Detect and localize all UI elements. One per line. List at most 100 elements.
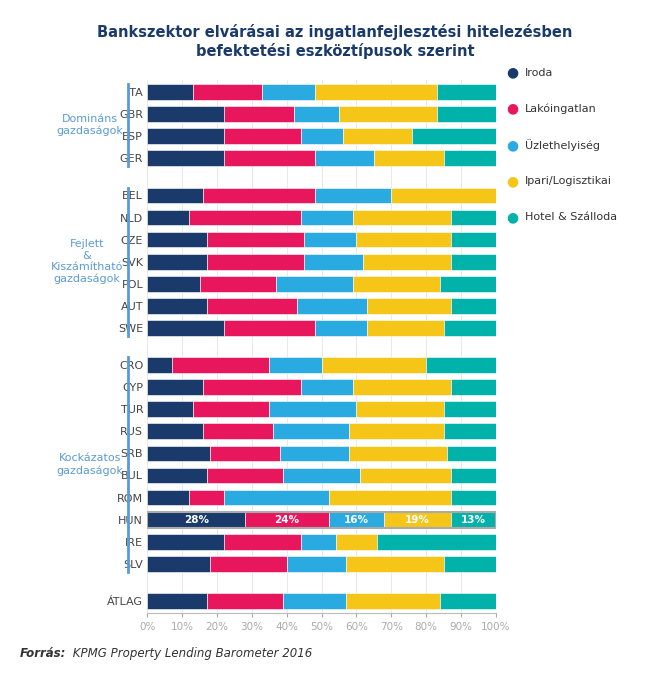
- Text: ●: ●: [506, 138, 518, 152]
- Bar: [147, 188, 203, 204]
- Bar: [147, 446, 210, 462]
- Bar: [203, 188, 315, 204]
- Text: KPMG Property Lending Barometer 2016: KPMG Property Lending Barometer 2016: [69, 647, 312, 660]
- Bar: [287, 556, 346, 572]
- Text: Lakóingatlan: Lakóingatlan: [525, 103, 596, 114]
- Bar: [147, 298, 206, 314]
- Bar: [353, 209, 450, 225]
- Bar: [315, 320, 367, 335]
- Bar: [206, 298, 297, 314]
- Bar: [391, 188, 496, 204]
- Bar: [189, 489, 224, 505]
- Bar: [263, 84, 315, 100]
- Bar: [206, 231, 304, 247]
- Bar: [293, 106, 339, 122]
- Bar: [444, 150, 496, 166]
- Bar: [206, 593, 283, 609]
- Text: ●: ●: [506, 102, 518, 116]
- Bar: [315, 188, 391, 204]
- Bar: [245, 511, 328, 527]
- Bar: [193, 84, 263, 100]
- Text: ●: ●: [506, 66, 518, 80]
- Bar: [450, 298, 496, 314]
- Text: Forrás:: Forrás:: [20, 647, 66, 660]
- Bar: [206, 468, 283, 484]
- Text: 16%: 16%: [344, 515, 369, 525]
- Bar: [450, 468, 496, 484]
- Bar: [350, 446, 447, 462]
- Bar: [147, 128, 224, 144]
- Bar: [440, 276, 496, 292]
- Bar: [147, 106, 224, 122]
- Bar: [283, 593, 346, 609]
- Bar: [367, 298, 450, 314]
- Text: Domináns
gazdaságok: Domináns gazdaságok: [56, 114, 123, 136]
- Bar: [444, 401, 496, 417]
- Text: 19%: 19%: [405, 515, 430, 525]
- Bar: [328, 511, 385, 527]
- Bar: [444, 556, 496, 572]
- Bar: [206, 254, 304, 270]
- Bar: [224, 128, 301, 144]
- Bar: [377, 534, 496, 550]
- Bar: [450, 511, 496, 527]
- Bar: [147, 150, 224, 166]
- Bar: [283, 468, 360, 484]
- Bar: [315, 150, 374, 166]
- Bar: [210, 446, 280, 462]
- Bar: [147, 511, 245, 527]
- Bar: [147, 379, 203, 395]
- Bar: [346, 593, 440, 609]
- Bar: [147, 468, 206, 484]
- Bar: [336, 534, 377, 550]
- Bar: [172, 358, 269, 374]
- Text: Kockázatos
gazdaságok: Kockázatos gazdaságok: [56, 453, 123, 475]
- Text: BPartner Ingatlanműhely: BPartner Ingatlanműhely: [443, 634, 619, 647]
- Bar: [203, 423, 273, 439]
- Bar: [301, 379, 353, 395]
- Text: ●: ●: [506, 174, 518, 188]
- Bar: [147, 489, 189, 505]
- Bar: [224, 106, 293, 122]
- Bar: [426, 358, 496, 374]
- Bar: [356, 231, 450, 247]
- Text: Ipari/Logisztikai: Ipari/Logisztikai: [525, 176, 612, 186]
- Bar: [450, 231, 496, 247]
- Bar: [273, 423, 350, 439]
- Bar: [374, 150, 444, 166]
- Bar: [322, 358, 426, 374]
- Bar: [147, 556, 210, 572]
- Bar: [385, 511, 450, 527]
- Bar: [189, 209, 301, 225]
- Bar: [200, 276, 276, 292]
- Bar: [147, 254, 206, 270]
- Bar: [412, 128, 496, 144]
- Bar: [147, 423, 203, 439]
- Bar: [350, 423, 444, 439]
- Bar: [269, 358, 322, 374]
- Bar: [450, 254, 496, 270]
- Text: 28%: 28%: [184, 515, 208, 525]
- Bar: [147, 320, 224, 335]
- Bar: [353, 379, 450, 395]
- Bar: [301, 128, 342, 144]
- Bar: [147, 231, 206, 247]
- Bar: [450, 209, 496, 225]
- Bar: [367, 320, 444, 335]
- Text: 13%: 13%: [461, 515, 486, 525]
- Bar: [203, 379, 301, 395]
- Bar: [339, 106, 437, 122]
- Bar: [444, 423, 496, 439]
- Bar: [353, 276, 440, 292]
- Bar: [342, 128, 412, 144]
- Text: 24%: 24%: [274, 515, 299, 525]
- Bar: [440, 593, 496, 609]
- Bar: [147, 358, 172, 374]
- Bar: [276, 276, 353, 292]
- Bar: [280, 446, 350, 462]
- Bar: [147, 401, 193, 417]
- Bar: [437, 84, 496, 100]
- Text: ●: ●: [506, 210, 518, 224]
- Bar: [304, 231, 356, 247]
- Bar: [301, 534, 336, 550]
